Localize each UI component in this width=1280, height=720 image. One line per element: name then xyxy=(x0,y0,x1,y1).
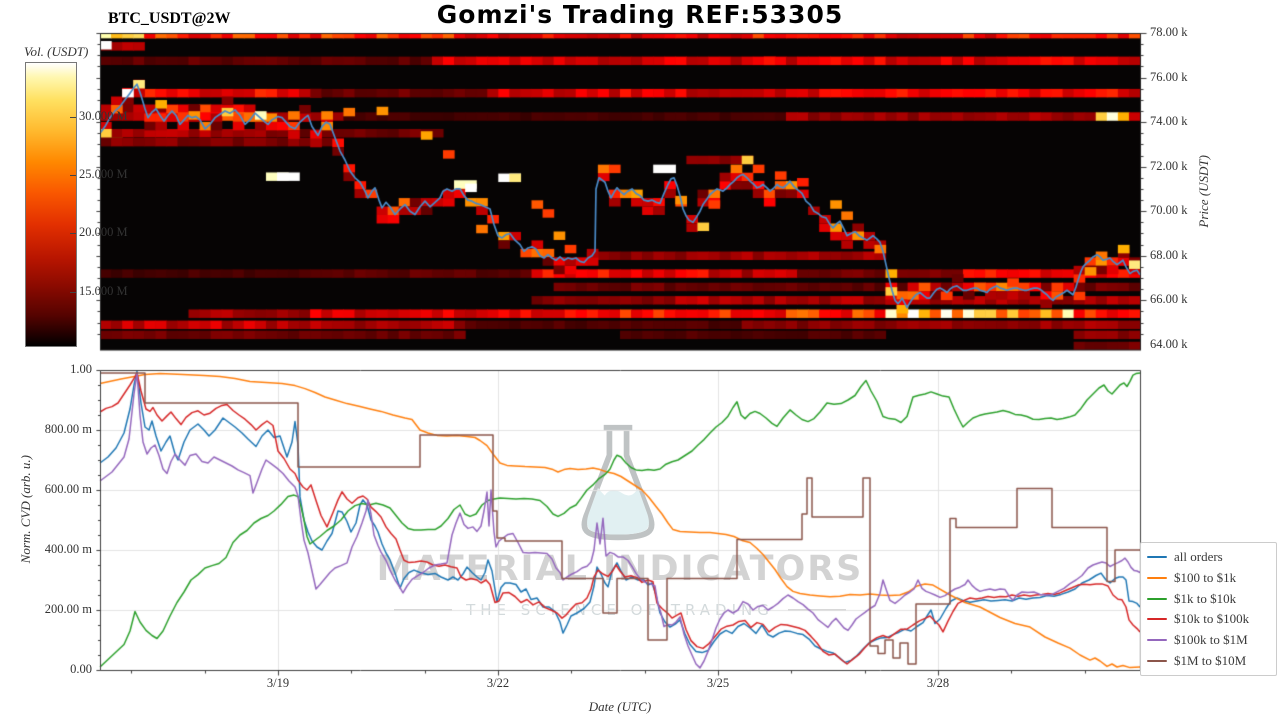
legend-item-1M-10M: $1M to $10M xyxy=(1147,653,1270,669)
colorbar-tick-label: 25.000 M xyxy=(79,166,128,181)
price-tick-label: 66.00 k xyxy=(1150,292,1188,307)
cvd-tick-label: 200.00 m xyxy=(44,602,92,616)
cvd-tick-label: 400.00 m xyxy=(44,542,92,556)
legend-line-swatch xyxy=(1147,576,1167,579)
price-tick-label: 72.00 k xyxy=(1150,158,1188,173)
price-axis-label: Price (USDT) xyxy=(1196,155,1211,228)
date-axis-label: Date (UTC) xyxy=(588,699,652,714)
cvd-legend: all orders $100 to $1k $1k to $10k $10k … xyxy=(1140,542,1277,676)
price-tick-label: 76.00 k xyxy=(1150,69,1188,84)
cvd-tick-label: 800.00 m xyxy=(44,422,92,436)
date-tick-label: 3/28 xyxy=(926,676,950,690)
colorbar-tick-label: 20.000 M xyxy=(79,225,128,240)
price-tick-label: 78.00 k xyxy=(1150,25,1188,39)
cvd-chart-canvas xyxy=(96,366,1152,678)
legend-item-1k-10k: $1k to $10k xyxy=(1147,591,1270,607)
date-tick-label: 3/25 xyxy=(706,676,730,690)
volume-colorbar xyxy=(25,62,77,347)
date-tick-label: 3/19 xyxy=(266,676,290,690)
legend-item-all-orders: all orders xyxy=(1147,549,1270,565)
date-tick-label: 3/22 xyxy=(486,676,510,690)
legend-line-swatch xyxy=(1147,618,1167,621)
legend-line-swatch xyxy=(1147,597,1167,600)
price-tick-label: 70.00 k xyxy=(1150,203,1188,218)
colorbar-tick xyxy=(70,174,76,176)
legend-item-100k-1M: $100k to $1M xyxy=(1147,632,1270,648)
price-tick-label: 74.00 k xyxy=(1150,114,1188,129)
cvd-tick-label: 1.00 xyxy=(70,362,92,376)
price-tick-label: 64.00 k xyxy=(1150,336,1188,351)
cvd-tick-label: 600.00 m xyxy=(44,482,92,496)
colorbar-tick xyxy=(70,116,76,118)
cvd-tick-label: 0.00 xyxy=(70,662,92,676)
legend-line-swatch xyxy=(1147,556,1167,559)
colorbar-tick xyxy=(70,233,76,235)
legend-line-swatch xyxy=(1147,659,1167,662)
page-title: Gomzi's Trading REF:53305 xyxy=(436,0,844,29)
legend-item-10k-100k: $10k to $100k xyxy=(1147,611,1270,627)
legend-item-100-1k: $100 to $1k xyxy=(1147,570,1270,586)
colorbar-label: Vol. (USDT) xyxy=(24,44,89,59)
symbol-timeframe-label: BTC_USDT@2W xyxy=(108,10,231,27)
orderbook-heatmap-canvas xyxy=(96,29,1152,355)
colorbar-tick xyxy=(70,291,76,293)
colorbar-tick-label: 15.000 M xyxy=(79,283,128,298)
price-tick-label: 68.00 k xyxy=(1150,247,1188,262)
legend-line-swatch xyxy=(1147,638,1167,641)
colorbar-tick-label: 30.000 M xyxy=(79,108,128,123)
